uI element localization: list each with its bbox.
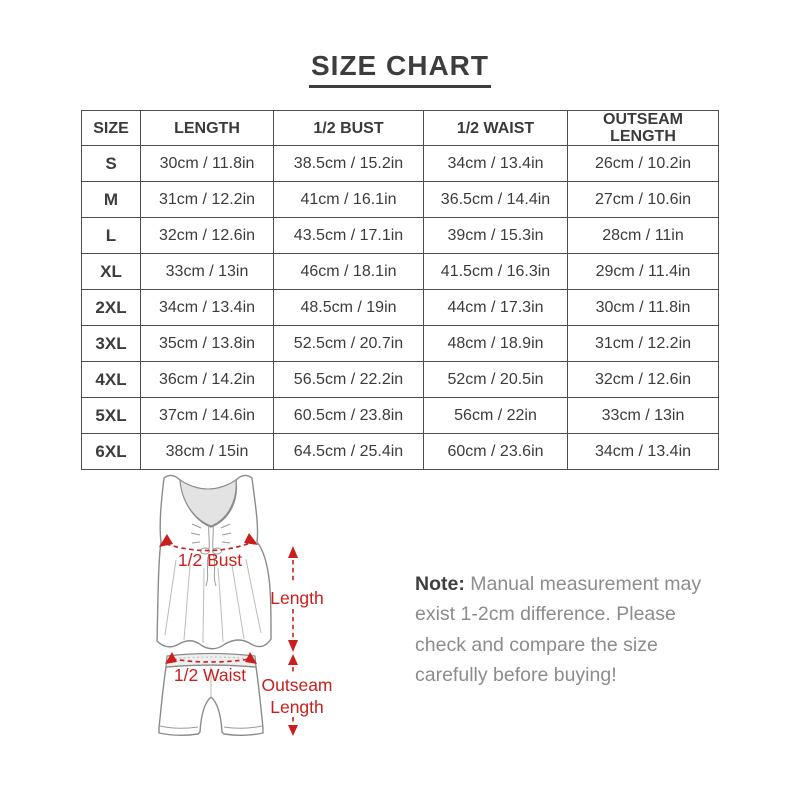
shorts-cuffs: [159, 725, 263, 729]
page-title: SIZE CHART: [309, 50, 491, 88]
size-cell: XL: [81, 253, 141, 290]
outseam-cell: 29cm / 11.4in: [567, 253, 719, 290]
length-cell: 34cm / 13.4in: [140, 289, 274, 326]
table-row-6xl: 6XL 38cm / 15in 64.5cm / 25.4in 60cm / 2…: [81, 433, 719, 470]
outseam-cell: 34cm / 13.4in: [567, 433, 719, 470]
bust-cell: 38.5cm / 15.2in: [273, 145, 424, 182]
length-cell: 33cm / 13in: [140, 253, 274, 290]
shorts-illustration: [158, 652, 264, 736]
size-cell: L: [81, 217, 141, 254]
waist-cell: 39cm / 15.3in: [423, 217, 568, 254]
size-cell: 3XL: [81, 325, 141, 362]
waist-cell: 48cm / 18.9in: [423, 325, 568, 362]
waist-cell: 36.5cm / 14.4in: [423, 181, 568, 218]
length-label: Length: [270, 588, 324, 608]
size-chart-table: SIZE LENGTH 1/2 BUST 1/2 WAIST OUTSEAM L…: [81, 110, 719, 470]
table-row-4xl: 4XL 36cm / 14.2in 56.5cm / 22.2in 52cm /…: [81, 361, 719, 398]
size-cell: 4XL: [81, 361, 141, 398]
arrow-down-icon: [288, 640, 298, 652]
length-cell: 38cm / 15in: [140, 433, 274, 470]
note-label: Note:: [415, 572, 465, 595]
outseam-cell: 32cm / 12.6in: [567, 361, 719, 398]
waist-cell: 52cm / 20.5in: [423, 361, 568, 398]
size-cell: 6XL: [81, 433, 141, 470]
drawstring-bow-right: [212, 547, 222, 555]
length-cell: 35cm / 13.8in: [140, 325, 274, 362]
waist-cell: 44cm / 17.3in: [423, 289, 568, 326]
note-text: Note: Manual measurement may exist 1-2cm…: [415, 569, 720, 691]
ruche-seam: [190, 523, 232, 550]
waist-cell: 60cm / 23.6in: [423, 433, 568, 470]
bust-label: 1/2 Bust: [178, 550, 242, 570]
tank-top-illustration: [156, 474, 272, 650]
bust-cell: 60.5cm / 23.8in: [273, 397, 424, 434]
bust-cell: 46cm / 18.1in: [273, 253, 424, 290]
waist-cell: 34cm / 13.4in: [423, 145, 568, 182]
waist-cell: 41.5cm / 16.3in: [423, 253, 568, 290]
table-row-5xl: 5XL 37cm / 14.6in 60.5cm / 23.8in 56cm /…: [81, 397, 719, 434]
drawstring-tails: [205, 553, 217, 587]
bust-cell: 56.5cm / 22.2in: [273, 361, 424, 398]
bust-cell: 52.5cm / 20.7in: [273, 325, 424, 362]
note-body: Manual measurement may exist 1-2cm diffe…: [415, 572, 702, 687]
table-row-l: L 32cm / 12.6in 43.5cm / 17.1in 39cm / 1…: [81, 217, 719, 254]
shorts-waistband: [165, 652, 257, 668]
table-row-s: S 30cm / 11.8in 38.5cm / 15.2in 34cm / 1…: [81, 145, 719, 182]
bust-cell: 41cm / 16.1in: [273, 181, 424, 218]
table-header-row: SIZE LENGTH 1/2 BUST 1/2 WAIST OUTSEAM L…: [81, 110, 719, 146]
arrow-left-icon: [165, 652, 177, 664]
outseam-label-line2: Length: [270, 697, 324, 717]
bust-cell: 43.5cm / 17.1in: [273, 217, 424, 254]
arrow-up-icon: [288, 546, 298, 558]
table-row-m: M 31cm / 12.2in 41cm / 16.1in 36.5cm / 1…: [81, 181, 719, 218]
arrow-down-icon: [288, 725, 298, 736]
column-header-size: SIZE: [81, 110, 141, 146]
length-cell: 36cm / 14.2in: [140, 361, 274, 398]
arrow-left-icon: [159, 534, 173, 547]
outseam-label-line1: Outseam: [262, 675, 333, 695]
garment-measurement-diagram: 1/2 Bust Length 1/2 Waist Outseam Length: [156, 474, 333, 736]
outseam-cell: 26cm / 10.2in: [567, 145, 719, 182]
table-row-3xl: 3XL 35cm / 13.8in 52.5cm / 20.7in 48cm /…: [81, 325, 719, 362]
size-cell: S: [81, 145, 141, 182]
size-cell: 2XL: [81, 289, 141, 326]
table-row-2xl: 2XL 34cm / 13.4in 48.5cm / 19in 44cm / 1…: [81, 289, 719, 326]
outseam-cell: 28cm / 11in: [567, 217, 719, 254]
bust-measurement: 1/2 Bust: [159, 533, 258, 570]
shorts-elastic-texture: [169, 656, 253, 660]
column-header-bust: 1/2 BUST: [273, 110, 424, 146]
length-measurement: Length: [270, 546, 324, 652]
waist-measurement: 1/2 Waist: [165, 652, 257, 685]
outseam-cell: 33cm / 13in: [567, 397, 719, 434]
outseam-measurement: Outseam Length: [262, 654, 333, 736]
size-cell: 5XL: [81, 397, 141, 434]
waist-label: 1/2 Waist: [174, 665, 246, 685]
column-header-waist: 1/2 WAIST: [423, 110, 568, 146]
tank-top-back-panel: [179, 478, 237, 527]
outseam-cell: 31cm / 12.2in: [567, 325, 719, 362]
outseam-cell: 27cm / 10.6in: [567, 181, 719, 218]
arrow-right-icon: [245, 652, 257, 664]
length-cell: 31cm / 12.2in: [140, 181, 274, 218]
waist-cell: 56cm / 22in: [423, 397, 568, 434]
skirt-folds: [164, 558, 262, 644]
bust-measure-line: [165, 541, 254, 552]
bust-cell: 48.5cm / 19in: [273, 289, 424, 326]
page-title-wrap: SIZE CHART: [0, 50, 800, 88]
size-cell: M: [81, 181, 141, 218]
length-cell: 32cm / 12.6in: [140, 217, 274, 254]
arrow-right-icon: [244, 533, 258, 545]
column-header-length: LENGTH: [140, 110, 274, 146]
table-row-xl: XL 33cm / 13in 46cm / 18.1in 41.5cm / 16…: [81, 253, 719, 290]
arrow-up-icon: [288, 654, 298, 665]
length-cell: 37cm / 14.6in: [140, 397, 274, 434]
outseam-cell: 30cm / 11.8in: [567, 289, 719, 326]
column-header-outseam: OUTSEAM LENGTH: [567, 110, 719, 146]
length-cell: 30cm / 11.8in: [140, 145, 274, 182]
